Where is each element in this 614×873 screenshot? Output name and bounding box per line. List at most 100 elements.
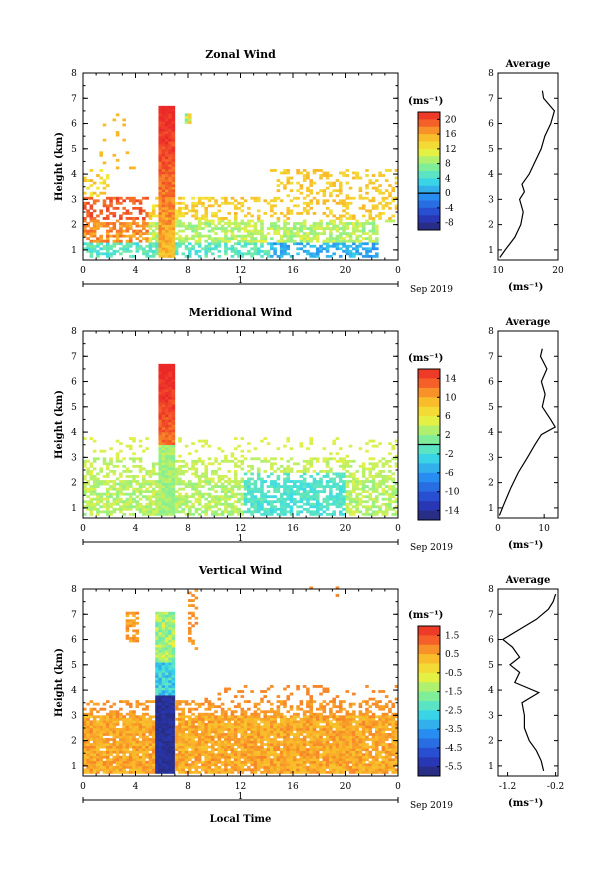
heatmap-cell (96, 702, 100, 706)
heatmap-cell (358, 502, 363, 506)
heatmap-cell (158, 765, 163, 769)
heatmap-cell (368, 475, 373, 478)
heatmap-cell (276, 477, 281, 481)
heatmap-cell (312, 211, 317, 215)
heatmap-cell (109, 748, 113, 752)
heatmap-cell (214, 497, 218, 501)
heatmap-cell (83, 227, 87, 230)
heatmap-cell (342, 244, 346, 248)
heatmap-cell (171, 209, 176, 213)
heatmap-cell (204, 763, 208, 767)
heatmap-cell (279, 254, 284, 258)
heatmap-cell (171, 252, 176, 256)
heatmap-cell (132, 234, 136, 238)
heatmap-cell (99, 497, 103, 501)
heatmap-cell (165, 452, 169, 456)
heatmap-cell (368, 472, 373, 476)
heatmap-cell (168, 217, 172, 220)
heatmap-cell (96, 252, 100, 256)
heatmap-cell (158, 497, 163, 501)
heatmap-cell (155, 500, 159, 504)
heatmap-cell (194, 497, 199, 501)
heatmap-cell (86, 750, 90, 754)
heatmap-cell (207, 229, 212, 233)
heatmap-cell (306, 227, 310, 230)
heatmap-cell (191, 722, 195, 726)
colorbar-tick-label: 2 (445, 431, 451, 441)
heatmap-cell (355, 247, 359, 251)
heatmap-cell (178, 505, 182, 509)
heatmap-cell (296, 492, 300, 496)
heatmap-cell (112, 252, 117, 256)
heatmap-cell (165, 462, 169, 466)
heatmap-cell (168, 254, 172, 258)
heatmap-cell (312, 227, 317, 230)
heatmap-cell (207, 722, 212, 726)
heatmap-cell (188, 482, 192, 486)
heatmap-cell (191, 720, 195, 724)
heatmap-cell (178, 720, 182, 724)
heatmap-cell (335, 237, 340, 241)
heatmap-cell (122, 487, 126, 491)
heatmap-cell (312, 480, 317, 483)
heatmap-cell (165, 657, 169, 661)
heatmap-cell (214, 237, 218, 241)
heatmap-cell (358, 497, 363, 501)
heatmap-cell (233, 437, 238, 440)
heatmap-cell (352, 224, 356, 228)
heatmap-cell (122, 464, 126, 468)
heatmap-cell (230, 487, 235, 491)
heatmap-cell (112, 206, 117, 210)
heatmap-cell (142, 196, 146, 200)
heatmap-cell (332, 181, 336, 185)
heatmap-cell (253, 232, 258, 236)
average-y-tick-label: 4 (488, 428, 494, 438)
heatmap-cell (171, 644, 176, 648)
heatmap-cell (188, 591, 192, 595)
heatmap-cell (342, 242, 346, 246)
heatmap-cell (161, 227, 166, 230)
heatmap-cell (214, 214, 218, 218)
heatmap-cell (171, 502, 176, 506)
heatmap-cell (197, 500, 202, 504)
heatmap-cell (322, 171, 327, 175)
heatmap-cell (188, 637, 192, 640)
heatmap-cell (197, 705, 202, 709)
heatmap-cell (161, 391, 166, 395)
heatmap-cell (355, 227, 359, 230)
heatmap-cell (155, 624, 159, 628)
heatmap-cell (96, 512, 100, 516)
heatmap-cell (165, 487, 169, 491)
heatmap-cell (253, 237, 258, 241)
heatmap-cell (161, 249, 166, 253)
heatmap-cell (194, 740, 199, 744)
heatmap-cell (253, 500, 258, 504)
heatmap-cell (217, 733, 222, 736)
heatmap-cell (132, 629, 136, 633)
heatmap-cell (165, 437, 169, 440)
average-y-tick-label: 1 (488, 246, 494, 256)
heatmap-cell (125, 619, 130, 623)
heatmap-cell (174, 222, 179, 225)
heatmap-cell (168, 373, 172, 377)
heatmap-cell (191, 727, 195, 731)
heatmap-cell (168, 153, 172, 157)
heatmap-cell (322, 211, 327, 215)
heatmap-cell (181, 745, 186, 749)
heatmap-cell (99, 449, 103, 453)
heatmap-cell (168, 427, 172, 430)
heatmap-cell (171, 366, 176, 370)
heatmap-cell (83, 758, 87, 762)
heatmap-cell (394, 457, 399, 461)
heatmap-cell (391, 214, 396, 218)
heatmap-cell (368, 214, 373, 218)
heatmap-cell (158, 126, 163, 129)
average-y-tick-label: 5 (488, 145, 494, 155)
heatmap-cell (155, 715, 159, 719)
heatmap-cell (155, 735, 159, 739)
heatmap-cell (191, 599, 195, 602)
heatmap-cell (112, 702, 117, 706)
heatmap-cell (86, 249, 90, 253)
heatmap-cell (105, 725, 110, 729)
